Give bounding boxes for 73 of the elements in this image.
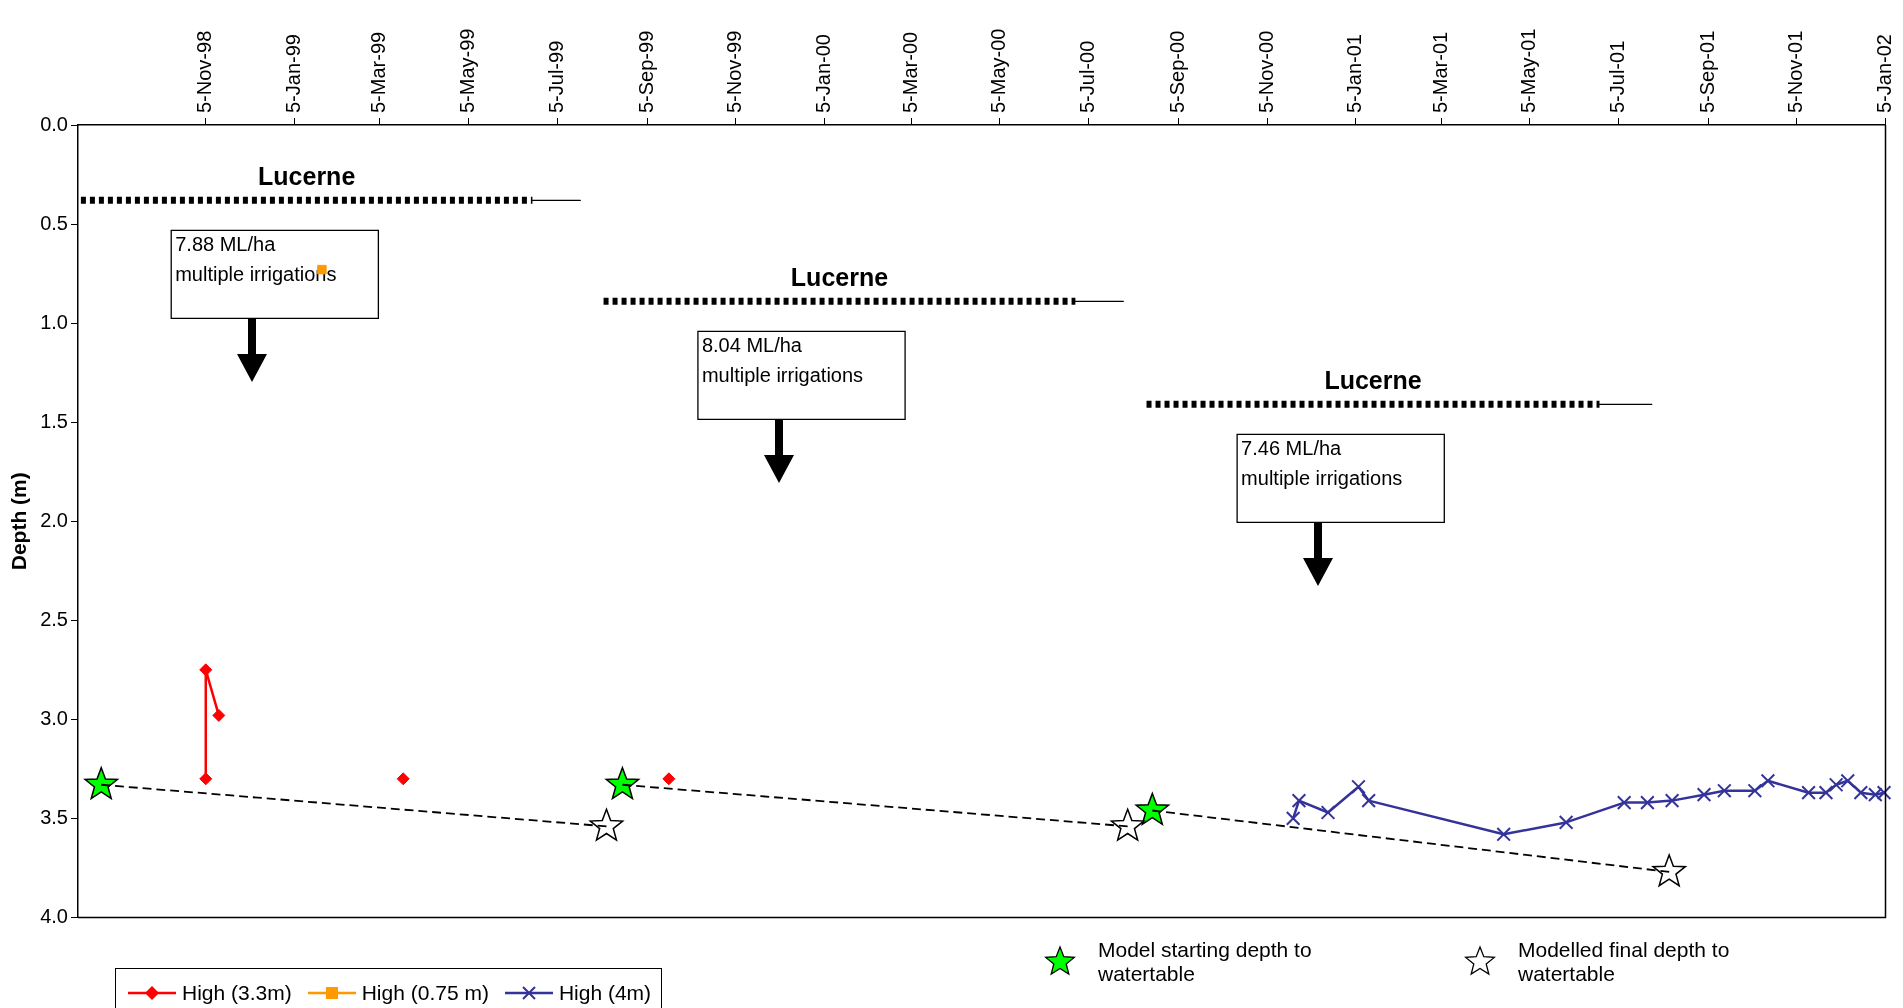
x-tick-label: 5-Nov-99 [723, 30, 746, 113]
point [1361, 793, 1377, 808]
point [1840, 773, 1856, 789]
y-tick-label: 2.5 [40, 607, 68, 630]
y-tick-label: 3.0 [40, 706, 68, 729]
y-tick-label: 1.0 [40, 310, 68, 333]
point [199, 663, 213, 677]
point [199, 772, 213, 786]
point [1616, 795, 1632, 810]
x-tick-label: 5-Jan-01 [1343, 34, 1366, 113]
x-tick-label: 5-Jul-00 [1075, 40, 1098, 113]
x-tick-label: 5-Jan-02 [1873, 34, 1896, 113]
point [1652, 854, 1687, 887]
x-tick-label: 5-Jan-00 [811, 34, 834, 113]
y-tick-label: 4.0 [40, 905, 68, 928]
y-tick-label: 0.0 [40, 112, 68, 135]
point [1496, 826, 1512, 842]
point [396, 772, 410, 786]
point [589, 808, 624, 841]
point [1135, 792, 1170, 826]
x-tick-label: 5-Jan-99 [281, 34, 304, 113]
point [1853, 785, 1869, 801]
point [1801, 785, 1816, 801]
legend-label: High (0.75 m) [361, 981, 489, 1005]
point [1320, 805, 1336, 820]
point [1760, 773, 1776, 789]
point [212, 708, 226, 722]
x-tick-label: 5-Jul-99 [544, 40, 567, 113]
annotation: 7.88 ML/ha multiple irrigations [175, 232, 337, 285]
legend-label: High (4m) [558, 981, 652, 1005]
point [1110, 808, 1145, 841]
legend-label: High (3.3m) [182, 981, 292, 1005]
point [1640, 795, 1655, 810]
point [1696, 787, 1712, 803]
point [1351, 779, 1366, 795]
x-tick-label: 5-Nov-98 [193, 30, 216, 113]
x-tick-label: 5-Sep-01 [1695, 30, 1718, 113]
legend-label: Model starting depth to watertable [1098, 938, 1313, 986]
point [1747, 783, 1763, 799]
y-tick-label: 2.0 [40, 508, 68, 531]
y-tick-label: 1.5 [40, 409, 68, 432]
x-tick-label: 5-Mar-99 [367, 31, 390, 113]
x-tick-label: 5-Jul-01 [1605, 40, 1628, 113]
point [1716, 783, 1732, 799]
annotation: 7.46 ML/ha multiple irrigations [1241, 436, 1403, 489]
x-tick-label: 5-May-99 [456, 28, 479, 113]
series-label: Lucerne [790, 262, 889, 291]
x-tick-label: 5-Nov-01 [1784, 30, 1807, 113]
legend-label: Modelled final depth to watertable [1518, 938, 1731, 986]
x-tick-label: 5-Sep-00 [1165, 30, 1188, 113]
point [1285, 811, 1301, 826]
y-axis-title: Depth (m) [7, 472, 31, 571]
point [1867, 787, 1883, 803]
x-tick-label: 5-Mar-01 [1428, 31, 1451, 113]
point [1664, 793, 1680, 808]
x-tick-label: 5-Nov-00 [1254, 30, 1277, 113]
y-tick-label: 0.5 [40, 211, 68, 234]
x-tick-label: 5-Mar-00 [898, 31, 921, 113]
series-label: Lucerne [258, 161, 356, 190]
annotation: 8.04 ML/ha multiple irrigations [701, 333, 864, 386]
x-tick-label: 5-May-01 [1517, 28, 1540, 113]
point [1558, 815, 1574, 830]
point [84, 767, 119, 800]
x-tick-label: 5-Sep-99 [634, 30, 657, 113]
point [1876, 785, 1892, 801]
point [662, 772, 676, 786]
point [605, 767, 640, 800]
point [1828, 777, 1844, 793]
series-label: Lucerne [1324, 365, 1422, 394]
x-tick-label: 5-May-00 [987, 28, 1010, 113]
y-tick-label: 3.5 [40, 805, 68, 828]
point [1818, 785, 1834, 801]
point [1291, 793, 1307, 808]
